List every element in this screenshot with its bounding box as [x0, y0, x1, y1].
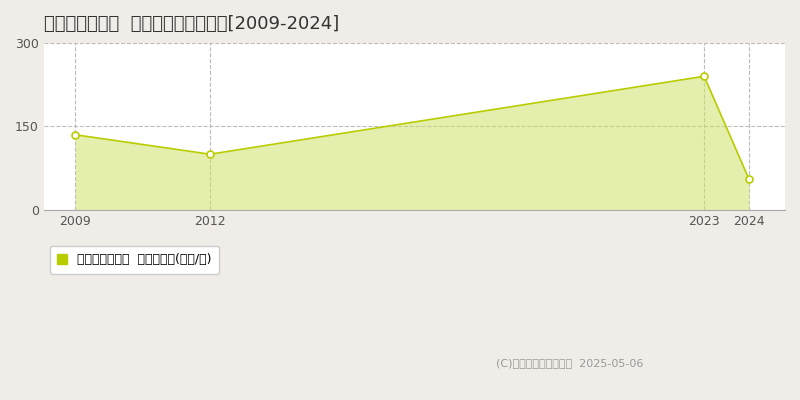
Text: 岡山市北区幸町  マンション価格推移[2009-2024]: 岡山市北区幸町 マンション価格推移[2009-2024]	[44, 15, 339, 33]
Text: (C)土地価格ドットコム  2025-05-06: (C)土地価格ドットコム 2025-05-06	[496, 358, 643, 368]
Legend: マンション価格  平均坪単価(万円/坪): マンション価格 平均坪単価(万円/坪)	[50, 246, 219, 274]
